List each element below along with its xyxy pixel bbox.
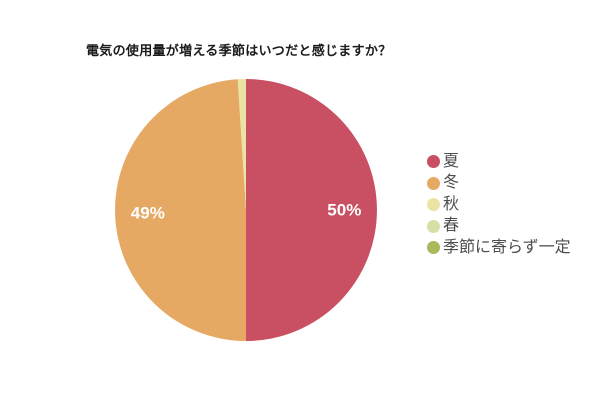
legend-swatch-icon: [427, 155, 440, 169]
legend: 夏冬秋春季節に寄らず一定: [427, 152, 571, 258]
legend-item: 冬: [427, 174, 571, 194]
pie-slice-1: [115, 79, 246, 341]
legend-label: 夏: [443, 152, 460, 170]
pie-slice-0: [246, 79, 377, 341]
legend-swatch-icon: [427, 241, 440, 255]
pie-slice-label-0: 50%: [327, 201, 361, 220]
legend-swatch-icon: [427, 176, 440, 190]
chart-title: 電気の使用量が増える季節はいつだと感じますか？: [86, 43, 392, 58]
pie-slice-2: [237, 79, 246, 210]
legend-label: 季節に寄らず一定: [443, 238, 571, 256]
legend-swatch-icon: [427, 198, 440, 212]
legend-label: 秋: [443, 195, 460, 213]
legend-label: 春: [443, 217, 460, 235]
legend-item: 季節に寄らず一定: [427, 238, 571, 258]
legend-item: 春: [427, 217, 571, 237]
legend-item: 夏: [427, 152, 571, 172]
legend-label: 冬: [443, 174, 460, 192]
pie-slice-label-1: 49%: [131, 204, 165, 223]
legend-swatch-icon: [427, 219, 440, 233]
legend-item: 秋: [427, 195, 571, 215]
